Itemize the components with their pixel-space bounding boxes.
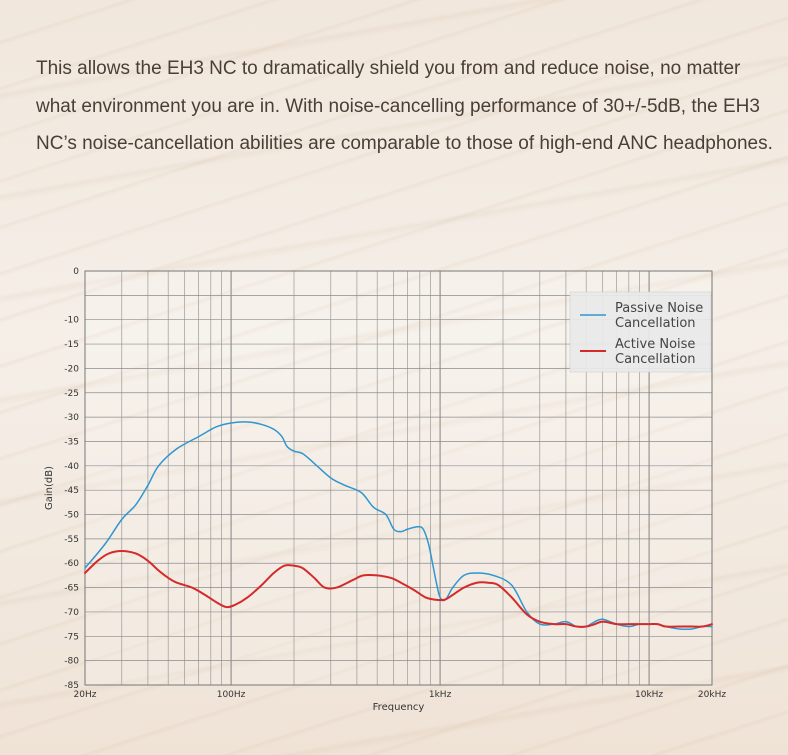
- y-tick-label: -45: [64, 486, 79, 496]
- y-tick-label: -20: [64, 364, 79, 374]
- intro-paragraph: This allows the EH3 NC to dramatically s…: [36, 50, 776, 163]
- x-tick-label: 100Hz: [217, 690, 246, 700]
- y-tick-label: -80: [64, 657, 79, 667]
- y-tick-label: -55: [64, 535, 79, 545]
- legend-label-passive: Passive Noise: [615, 301, 703, 316]
- x-tick-label: 1kHz: [429, 690, 452, 700]
- y-axis-title: Gain(dB): [44, 466, 55, 510]
- x-axis-title: Frequency: [373, 702, 425, 713]
- chart-ticks: 0 -10 -15 -20 -25 -30 -35 -40 -45 -50 -55 -60 -65 -70…: [64, 267, 726, 700]
- y-tick-label: -85: [64, 681, 79, 691]
- y-tick-label: -75: [64, 632, 79, 642]
- y-tick-label: -25: [64, 389, 79, 399]
- series-line-active: [84, 550, 713, 628]
- y-tick-label: -50: [64, 511, 79, 521]
- y-tick-label: -70: [64, 608, 79, 618]
- plot-frame: [84, 270, 713, 686]
- y-tick-label: -60: [64, 559, 79, 569]
- y-tick-label: -65: [64, 584, 79, 594]
- x-tick-label: 20kHz: [698, 690, 726, 700]
- legend-label-passive: Cancellation: [615, 316, 696, 331]
- legend-label-active: Cancellation: [615, 352, 696, 367]
- y-tick-label: -15: [64, 340, 79, 350]
- y-tick-label: 0: [73, 267, 79, 277]
- y-tick-label: -10: [64, 316, 79, 326]
- chart-series: [84, 421, 713, 631]
- y-tick-label: -40: [64, 462, 79, 472]
- legend-box: [569, 291, 712, 373]
- intro-line-2: what environment you are in. With noise-…: [36, 95, 760, 117]
- x-tick-label: 20Hz: [74, 690, 97, 700]
- legend-label-active: Active Noise: [615, 337, 695, 352]
- y-tick-label: -35: [64, 437, 79, 447]
- intro-line-3: NC’s noise-cancellation abilities are co…: [36, 133, 773, 154]
- x-tick-label: 10kHz: [635, 690, 663, 700]
- y-tick-label: -30: [64, 413, 79, 423]
- intro-line-1: This allows the EH3 NC to dramatically s…: [36, 58, 741, 79]
